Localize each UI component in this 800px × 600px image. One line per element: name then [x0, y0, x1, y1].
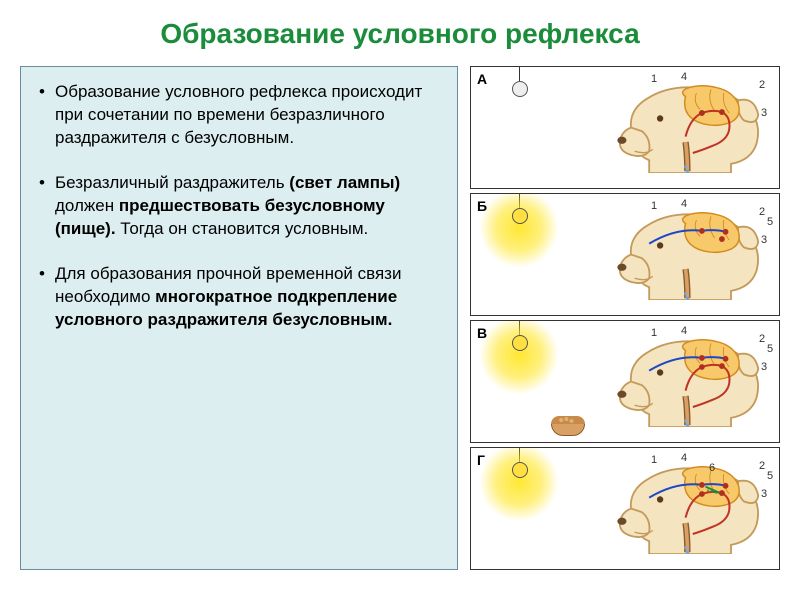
diagram-number: 3: [761, 488, 767, 500]
diagram-number: 4: [681, 198, 687, 210]
diagram-number: 1: [651, 73, 657, 85]
dog-head: [591, 73, 771, 173]
diagram-number: 4: [681, 325, 687, 337]
row-label: Б: [477, 198, 487, 214]
diagram-number: 6: [709, 462, 715, 474]
dog-head: [591, 200, 771, 300]
text-panel: Образование условного рефлекса происходи…: [20, 66, 458, 570]
diagram-number: 3: [761, 234, 767, 246]
diagram-number: 2: [759, 460, 765, 472]
dog-diagram-icon: [591, 327, 771, 427]
slide-title: Образование условного рефлекса: [20, 18, 780, 50]
diagram-number: 3: [761, 361, 767, 373]
diagram-number: 5: [767, 216, 773, 228]
row-label: Г: [477, 452, 485, 468]
bulb-icon: [512, 208, 528, 224]
dog-diagram-icon: [591, 200, 771, 300]
slide: Образование условного рефлекса Образован…: [0, 0, 800, 600]
bulb-wire-icon: [519, 194, 520, 208]
bulb-icon: [512, 335, 528, 351]
diagram-panel: А 1 2 3 4 Б: [470, 66, 780, 570]
dog-head: [591, 327, 771, 427]
content-area: Образование условного рефлекса происходи…: [20, 66, 780, 570]
bulb-wire-icon: [519, 67, 520, 81]
diagram-row-Б: Б 1 2 3 4 5: [470, 193, 780, 316]
row-label: В: [477, 325, 487, 341]
diagram-number: 1: [651, 200, 657, 212]
diagram-number: 3: [761, 107, 767, 119]
diagram-number: 1: [651, 327, 657, 339]
diagram-number: 4: [681, 71, 687, 83]
bullet-list: Образование условного рефлекса происходи…: [37, 81, 441, 331]
bulb-wire-icon: [519, 321, 520, 335]
bulb-wire-icon: [519, 448, 520, 462]
diagram-number: 5: [767, 343, 773, 355]
dog-diagram-icon: [591, 454, 771, 554]
diagram-number: 1: [651, 454, 657, 466]
dog-diagram-icon: [591, 73, 771, 173]
diagram-row-А: А 1 2 3 4: [470, 66, 780, 189]
bulb-icon: [512, 81, 528, 97]
diagram-number: 5: [767, 470, 773, 482]
diagram-row-Г: Г 1: [470, 447, 780, 570]
bullet-item: Образование условного рефлекса происходи…: [37, 81, 441, 150]
dog-head: [591, 454, 771, 554]
bulb-icon: [512, 462, 528, 478]
diagram-number: 2: [759, 79, 765, 91]
diagram-number: 2: [759, 333, 765, 345]
diagram-number: 4: [681, 452, 687, 464]
bullet-item: Безразличный раздражитель (свет лампы) д…: [37, 172, 441, 241]
row-label: А: [477, 71, 487, 87]
bullet-item: Для образования прочной временной связи …: [37, 263, 441, 332]
bowl-icon: [551, 424, 585, 436]
diagram-row-В: В 1 2 3 4 5: [470, 320, 780, 443]
diagram-number: 2: [759, 206, 765, 218]
